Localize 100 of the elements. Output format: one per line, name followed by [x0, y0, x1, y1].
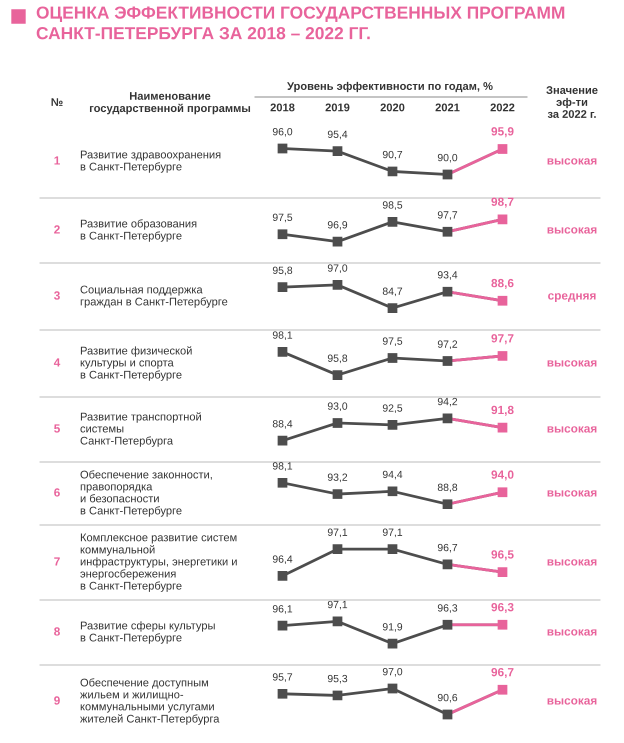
point: [442, 286, 452, 297]
text: высокая: [548, 629, 596, 636]
text: высокая: [548, 559, 596, 566]
point: [498, 144, 508, 154]
data-label: 95,7: [272, 673, 292, 682]
data-label: 93,0: [328, 402, 348, 412]
point: [442, 170, 452, 180]
data-label: 98,1: [272, 462, 292, 471]
data-label: 97,0: [328, 264, 348, 273]
data-label: 93,2: [328, 474, 348, 482]
data-label: 97,7: [438, 211, 458, 220]
point: [332, 418, 342, 428]
data-label: 94,0: [491, 470, 514, 481]
data-label: 94,2: [438, 398, 458, 406]
point: [278, 436, 288, 446]
data-label: 90,7: [382, 150, 402, 160]
x-tick-label: 2018: [270, 103, 295, 112]
text: 9: [54, 696, 60, 705]
data-label: 91,9: [382, 623, 402, 632]
point: [388, 166, 398, 176]
data-label: 96,9: [328, 221, 348, 230]
data-label: 97,7: [491, 334, 514, 344]
text: Комплексное развитие систем коммунальной инфраструктуры, энергетики и энергосбережения в Санкт-Петербурге: [80, 534, 237, 592]
point: [442, 356, 452, 366]
data-label: 95,3: [328, 674, 348, 684]
text: высокая: [548, 490, 596, 497]
point: [332, 146, 342, 156]
text: высокая: [548, 426, 596, 433]
point: [278, 688, 288, 699]
data-label: 97,1: [328, 600, 348, 610]
point: [498, 214, 508, 224]
point: [442, 560, 452, 570]
point: [332, 544, 342, 554]
text: Развитие сферы культуры в Санкт-Петербурге: [80, 621, 215, 644]
data-label: 98,7: [491, 198, 514, 208]
point: [278, 144, 288, 154]
data-label: 95,9: [491, 127, 514, 138]
text: высокая: [548, 360, 596, 367]
data-label: 97,1: [328, 528, 348, 538]
data-label: 95,8: [272, 266, 292, 276]
data-label: 93,4: [438, 271, 458, 280]
text: 2: [54, 225, 60, 234]
text: 3: [54, 291, 60, 300]
text: 4: [54, 358, 60, 367]
data-label: 96,0: [272, 128, 292, 137]
point: [332, 236, 342, 246]
point: [278, 229, 288, 240]
point: [442, 499, 452, 510]
point: [388, 638, 398, 648]
data-label: 96,3: [491, 602, 514, 614]
data-label: 97,2: [438, 340, 458, 350]
data-label: 98,5: [382, 201, 402, 210]
text: Обеспечение законности, правопорядка и безопасности в Санкт-Петербурге: [80, 470, 212, 517]
point: [388, 544, 398, 554]
x-tick-label: 2022: [490, 103, 514, 112]
point: [388, 420, 398, 430]
data-label: 96,7: [438, 544, 458, 552]
point: [388, 303, 398, 313]
data-label: 88,8: [438, 484, 458, 492]
point: [278, 571, 288, 581]
data-label: 84,7: [382, 288, 402, 296]
x-axis-title: Уровень эффективности по годам, %: [287, 82, 493, 92]
data-label: 88,4: [272, 420, 292, 429]
data-label: 88,6: [491, 278, 514, 290]
x-tick-label: 2019: [326, 103, 350, 112]
data-label: 97,5: [382, 337, 402, 346]
point: [388, 684, 398, 694]
text: Значение эф-ти за 2022 г.: [546, 86, 598, 118]
point: [498, 620, 508, 630]
point: [498, 567, 508, 577]
point: [388, 216, 398, 227]
data-label: 96,1: [272, 605, 292, 614]
text: Социальная поддержка граждан в Санкт-Петербурге: [80, 286, 228, 308]
text: 1: [54, 156, 60, 165]
point: [498, 296, 508, 306]
data-label: 94,4: [382, 470, 402, 480]
data-label: 97,0: [382, 668, 402, 677]
text: Развитие транспортной системы Санкт-Петербурга: [80, 412, 201, 447]
data-label: 97,5: [272, 214, 292, 222]
x-tick-label: 2020: [380, 103, 404, 112]
data-label: 96,7: [491, 668, 514, 678]
data-label: 92,5: [382, 404, 402, 413]
point: [442, 710, 452, 720]
text: высокая: [548, 227, 596, 234]
chart-title: ОЦЕНКА ЭФФЕКТИВНОСТИ ГОСУДАРСТВЕННЫХ ПРОГРАММ САНКТ-ПЕТЕРБУРГА ЗА 2018 – 2022 ГГ.: [36, 6, 564, 40]
text: 7: [54, 557, 60, 566]
data-label: 90,6: [438, 694, 458, 703]
point: [442, 620, 452, 630]
data-label: 96,5: [491, 550, 514, 560]
data-label: 95,8: [328, 354, 348, 364]
data-label: 97,1: [382, 528, 402, 538]
text: Развитие здравоохранения в Санкт-Петербурге: [80, 150, 220, 173]
text: высокая: [548, 158, 596, 165]
data-label: 95,4: [328, 130, 348, 140]
point: [278, 478, 288, 488]
text: 8: [54, 627, 60, 636]
point: [332, 280, 342, 290]
point: [278, 282, 288, 292]
point: [278, 347, 288, 357]
point: [388, 486, 398, 496]
